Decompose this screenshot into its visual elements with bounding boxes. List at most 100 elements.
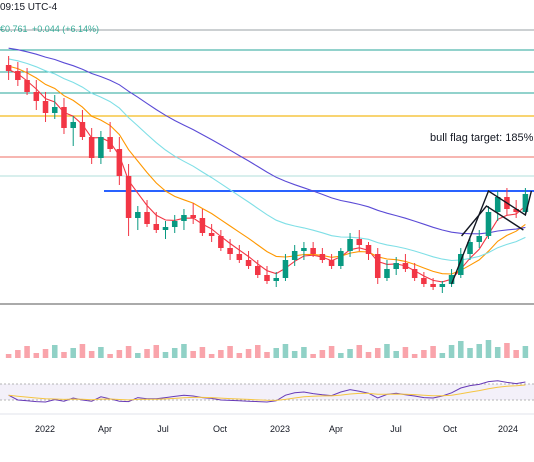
candle-body [328,260,335,266]
volume-bar [393,351,399,358]
flag-pole-line [450,189,533,285]
candle-body [264,275,270,281]
x-tick-label: Oct [443,424,458,434]
volume-bar [411,354,418,358]
candle-body [273,278,279,281]
x-tick-label: Jul [390,424,402,434]
candle-body [227,248,233,254]
candle-body [384,269,390,278]
candle-body [402,263,409,269]
candle-body [61,107,67,128]
candle-body [393,263,399,269]
candle-body [255,266,261,275]
candle-body [301,248,307,251]
candle-body [144,212,150,224]
candle [356,230,363,251]
volume-bar [181,344,187,358]
candle-body [319,254,326,260]
candle-body [98,137,104,158]
volume-bar [421,350,427,358]
volume-bar [227,346,233,358]
candle [42,92,49,122]
volume-bar [208,354,215,358]
volume-bar [310,354,316,358]
horizontal-levels [0,29,534,305]
x-tick-label: Apr [98,424,112,434]
candle-body [411,269,418,278]
candle-body [374,254,381,278]
volume-bar [5,354,12,358]
flag-channel-line [461,205,524,237]
candle-body [42,101,49,113]
candle [144,200,150,227]
candle-body [79,122,86,137]
candle-body [190,215,196,218]
volume-bar [494,347,501,358]
candle [88,128,95,164]
candle [24,68,30,95]
volume-bar [70,348,76,358]
candle [476,230,483,248]
bull-flag-annotation: bull flag target: 185% rally [430,132,534,144]
rsi-pane [0,380,534,415]
header-change: +0.044 (+6.14%) [32,24,100,34]
volume-bar [338,353,344,358]
moving-average-lines [8,47,526,283]
candle-body [15,71,21,80]
volume-bar [199,347,206,358]
candle [264,266,270,284]
volume-bar [439,353,446,358]
bull-flag-drawing [450,189,533,285]
volume-bar [107,354,113,358]
candle-body [116,149,123,176]
candle [328,254,335,269]
candle-body [162,227,169,230]
candle [301,242,307,260]
candle [70,116,76,146]
candle-body [135,212,141,218]
ema-orange-line [8,65,526,275]
volume-bar [88,351,95,358]
volume-bar [171,348,178,358]
candle [347,233,353,257]
rsi-band [0,384,534,400]
candle [5,56,12,80]
candle [227,239,233,260]
candle [310,242,316,257]
volume-bar [365,352,372,358]
candle [218,230,224,251]
x-tick-label: Apr [329,424,343,434]
candle-body [439,284,446,287]
x-tick-label: 2023 [270,424,290,434]
volume-bar [458,341,464,358]
header-price: €0.761 [0,24,28,34]
candle-body [88,137,95,158]
x-tick-label: 2024 [498,424,518,434]
candle [79,110,86,140]
candle [421,272,427,287]
candle [208,224,215,242]
candle [236,245,243,263]
candle-body [33,92,40,101]
volume-bar [291,351,298,358]
candle-body [485,212,492,236]
candle-body [421,278,427,284]
volume-bar [33,353,40,358]
x-tick-label: Oct [213,424,228,434]
candle [522,188,529,215]
candle-body [70,122,76,128]
ema-cyan-line [8,58,526,262]
candle-body [458,254,464,275]
volume-bar [218,350,224,358]
volume-bar [347,349,353,358]
volume-bar [245,349,252,358]
candle-body [107,137,113,149]
header-time: 09:15 UTC-4 [0,2,58,13]
volume-bar [24,346,30,358]
volume-bar [162,352,169,358]
candle [33,80,40,110]
candle-body [448,275,455,284]
volume-bar [282,344,289,358]
volume-bar [144,349,150,358]
